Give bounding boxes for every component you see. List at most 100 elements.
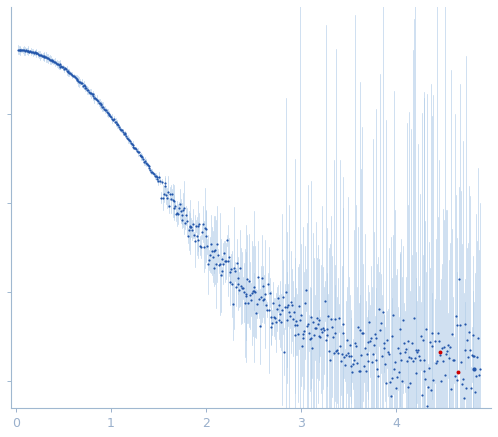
Point <box>124 135 132 142</box>
Point <box>475 371 483 378</box>
Point <box>365 357 373 364</box>
Point <box>460 394 468 401</box>
Point <box>282 289 290 296</box>
Point <box>315 316 323 323</box>
Point <box>284 302 292 309</box>
Point <box>251 288 259 295</box>
Point <box>203 233 211 240</box>
Point <box>240 289 248 296</box>
Point <box>403 357 411 364</box>
Point <box>250 283 258 290</box>
Point <box>462 385 470 392</box>
Point <box>142 159 150 166</box>
Point <box>362 368 370 375</box>
Point <box>98 103 106 110</box>
Point <box>341 362 349 369</box>
Point <box>56 61 64 68</box>
Point <box>305 329 313 336</box>
Point <box>257 293 265 300</box>
Point <box>99 103 107 110</box>
Point <box>152 173 160 180</box>
Point <box>406 380 414 387</box>
Point <box>322 336 330 343</box>
Point <box>15 46 23 53</box>
Point <box>464 353 472 360</box>
Point <box>93 96 101 103</box>
Point <box>317 326 325 333</box>
Point <box>375 306 383 313</box>
Point <box>426 339 434 346</box>
Point <box>420 357 428 364</box>
Point <box>268 319 276 326</box>
Point <box>23 47 31 54</box>
Point <box>374 372 382 379</box>
Point <box>252 310 260 317</box>
Point <box>49 58 57 65</box>
Point <box>211 247 219 254</box>
Point <box>329 333 337 340</box>
Point <box>30 49 38 56</box>
Point <box>378 352 386 359</box>
Point <box>182 212 190 219</box>
Point <box>393 373 401 380</box>
Point <box>379 339 387 346</box>
Point <box>71 73 79 80</box>
Point <box>171 202 179 209</box>
Point <box>312 325 320 332</box>
Point <box>366 337 374 344</box>
Point <box>63 67 71 74</box>
Point <box>223 237 231 244</box>
Point <box>134 149 142 156</box>
Point <box>257 275 265 282</box>
Point <box>58 63 66 70</box>
Point <box>262 302 270 309</box>
Point <box>463 336 471 343</box>
Point <box>127 140 135 147</box>
Point <box>48 57 56 64</box>
Point <box>374 365 381 372</box>
Point <box>33 50 41 57</box>
Point <box>389 311 397 318</box>
Point <box>205 257 213 264</box>
Point <box>343 336 351 343</box>
Point <box>290 309 298 316</box>
Point <box>141 158 149 165</box>
Point <box>65 69 73 76</box>
Point <box>261 291 269 298</box>
Point <box>471 388 479 395</box>
Point <box>113 121 121 128</box>
Point <box>316 333 324 340</box>
Point <box>233 260 241 267</box>
Point <box>249 288 257 295</box>
Point <box>470 365 478 372</box>
Point <box>68 71 76 78</box>
Point <box>23 47 31 54</box>
Point <box>476 366 484 373</box>
Point <box>411 369 419 376</box>
Point <box>432 360 440 367</box>
Point <box>54 61 62 68</box>
Point <box>378 308 386 315</box>
Point <box>470 353 478 360</box>
Point <box>175 204 183 211</box>
Point <box>90 94 98 101</box>
Point <box>128 141 136 148</box>
Point <box>340 329 348 336</box>
Point <box>81 82 89 89</box>
Point <box>472 372 480 379</box>
Point <box>413 348 421 355</box>
Point <box>28 48 36 55</box>
Point <box>311 324 319 331</box>
Point <box>387 374 395 381</box>
Point <box>424 384 432 391</box>
Point <box>408 339 416 346</box>
Point <box>292 318 300 325</box>
Point <box>183 218 191 225</box>
Point <box>90 93 98 100</box>
Point <box>66 70 74 77</box>
Point <box>361 345 369 352</box>
Point <box>84 87 92 94</box>
Point <box>104 110 112 117</box>
Point <box>178 212 186 219</box>
Point <box>118 126 126 133</box>
